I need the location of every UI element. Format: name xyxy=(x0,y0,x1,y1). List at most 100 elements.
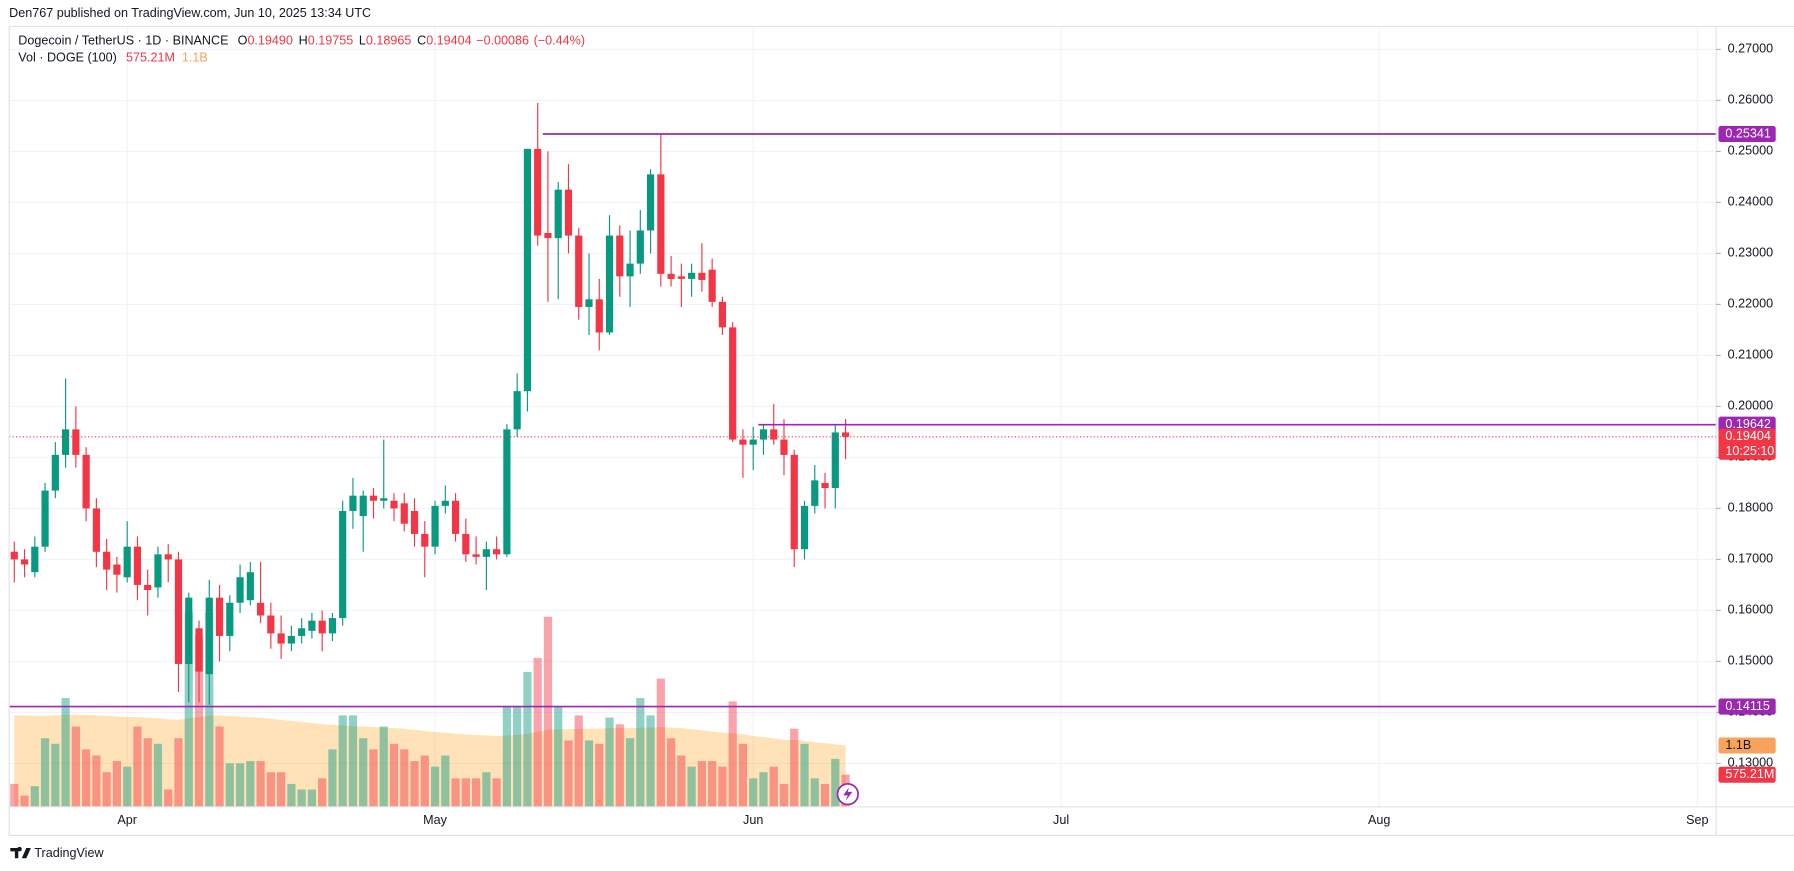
volume-bar xyxy=(123,766,132,807)
price-line-badge-label: 0.14115 xyxy=(1725,699,1770,713)
candle-body xyxy=(585,299,593,307)
candle-body xyxy=(472,554,480,557)
price-line-badge xyxy=(1718,416,1776,433)
volume-bar xyxy=(451,778,460,807)
candle-body xyxy=(575,235,583,307)
volume-bar xyxy=(482,772,491,807)
volume-bar xyxy=(256,761,265,807)
volume-bar xyxy=(20,795,29,807)
candle-body xyxy=(410,510,419,534)
y-tick-label: 0.25000 xyxy=(1728,144,1773,158)
x-tick-label: Jul xyxy=(1053,813,1069,827)
candle-body xyxy=(256,602,265,616)
volume-bar xyxy=(71,726,80,807)
volume-bar xyxy=(328,749,337,807)
candle-body xyxy=(493,549,501,555)
volume-bar xyxy=(153,743,163,807)
volume-bar xyxy=(779,783,789,807)
volume-bar xyxy=(728,701,737,807)
volume-bar xyxy=(718,766,727,807)
volume-value: 575.21M xyxy=(126,51,175,65)
ohlc-key: H xyxy=(299,34,308,48)
candle-body xyxy=(677,276,685,279)
x-tick-label: Sep xyxy=(1686,813,1708,827)
volume-bar xyxy=(708,761,717,807)
volume-bar xyxy=(30,786,39,807)
candle-body xyxy=(595,299,603,333)
ohlc-key: L xyxy=(359,34,366,48)
y-tick-label: 0.23000 xyxy=(1728,246,1773,260)
volume-ma-badge-label: 1.1B xyxy=(1725,738,1751,752)
ohlc-key: O xyxy=(238,34,248,48)
volume-bar xyxy=(513,705,522,807)
volume-bar xyxy=(584,740,594,807)
candle-body xyxy=(698,272,706,280)
countdown-label: 10:25:10 xyxy=(1725,444,1774,458)
candle-body xyxy=(215,597,224,636)
volume-bar xyxy=(810,778,819,807)
footer-logo xyxy=(10,846,31,859)
published-note: Den767 published on TradingView.com, Jun… xyxy=(9,6,371,20)
y-tick-label: 0.16000 xyxy=(1728,603,1773,617)
candle-body xyxy=(154,554,162,588)
candle-body xyxy=(82,454,90,509)
volume-bar xyxy=(61,698,70,807)
candle-body xyxy=(605,235,614,333)
volume-bar xyxy=(51,743,60,807)
symbol-title: Dogecoin / TetherUS · 1D · BINANCE xyxy=(18,34,228,48)
volume-bar xyxy=(266,772,275,807)
volume-bar xyxy=(656,678,665,807)
logo-mark xyxy=(10,846,31,859)
volume-bar xyxy=(574,715,583,807)
volume-bar xyxy=(133,726,142,807)
candle-body xyxy=(729,327,737,440)
volume-badge xyxy=(1718,766,1776,783)
alert-bolt xyxy=(843,787,853,802)
candle-body xyxy=(308,620,316,631)
volume-bar xyxy=(697,761,706,807)
y-tick-label: 0.13000 xyxy=(1728,756,1773,770)
volume-bar xyxy=(40,738,50,807)
volume-bar xyxy=(625,738,635,807)
candle-body xyxy=(667,273,675,279)
volume-bar xyxy=(420,755,429,807)
y-tick-label: 0.27000 xyxy=(1728,42,1773,56)
chart-header: Dogecoin / TetherUS · 1D · BINANCE O0.194… xyxy=(18,34,585,48)
volume-bar xyxy=(738,743,748,807)
volume-bar xyxy=(472,778,481,807)
volume-bar xyxy=(307,789,317,807)
y-tick-label: 0.17000 xyxy=(1728,552,1773,566)
volume-bar xyxy=(10,783,19,807)
candle-body xyxy=(482,549,490,557)
candle-body xyxy=(616,235,624,277)
volume-bar xyxy=(143,738,152,807)
volume-bar xyxy=(554,705,563,807)
volume-bar xyxy=(441,755,450,807)
candle-body xyxy=(421,533,429,547)
volume-bar xyxy=(543,616,553,807)
volume-bar xyxy=(287,783,296,807)
candle-body xyxy=(718,301,727,328)
candle-body xyxy=(236,577,244,603)
candle-body xyxy=(636,230,644,264)
candle-body xyxy=(790,454,798,550)
volume-bar xyxy=(430,766,440,807)
candle-body xyxy=(646,174,655,231)
candle-body xyxy=(759,429,768,440)
volume-bar xyxy=(215,726,224,807)
volume-pane xyxy=(10,612,850,807)
candle-body xyxy=(390,500,398,509)
candle-body xyxy=(318,620,326,634)
ohlc-value: 0.19755 xyxy=(308,34,353,48)
volume-bar xyxy=(461,778,470,807)
candle-body xyxy=(164,554,172,560)
candle-body xyxy=(133,546,142,585)
volume-ma-value: 1.1B xyxy=(182,51,208,65)
candle-body xyxy=(287,635,295,644)
candle-body xyxy=(72,429,80,455)
y-tick-label: 0.26000 xyxy=(1728,93,1773,107)
candles xyxy=(10,102,850,705)
candle-body xyxy=(174,559,183,664)
